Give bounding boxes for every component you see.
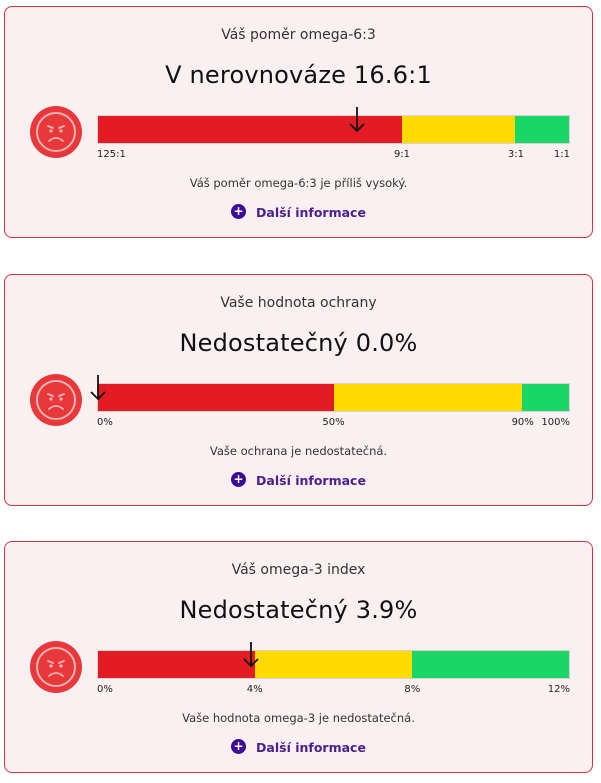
more-info-link[interactable]: + Další informace [5,472,592,488]
gauge-tick-label: 0% [97,684,113,695]
gauge-segment [333,384,522,411]
gauge-segment [98,651,255,678]
gauge-tick-label: 9:1 [393,149,411,160]
gauge-tick-label: 50% [322,417,345,428]
gauge-tick-label: 90% [511,417,534,428]
gauge-segment [98,116,402,143]
gauge-segment [521,384,569,411]
gauge-segment [515,116,569,143]
more-info-link[interactable]: + Další informace [5,739,592,755]
more-info-label: Další informace [256,473,366,488]
plus-circle-icon: + [231,472,247,487]
gauge-tick-label: 12% [547,684,570,695]
gauge-tick-label: 1:1 [553,149,570,160]
card-title: Váš omega-3 index [231,562,366,578]
gauge-segment [98,384,334,411]
more-info-label: Další informace [256,205,366,220]
gauge-segment [412,651,569,678]
card-title: Vaše hodnota ochrany [220,295,377,311]
plus-circle-icon: + [231,739,247,754]
gauge-tick-label: 0% [97,417,113,428]
gauge-tick-label: 100% [541,417,570,428]
card-result: Nedostatečný 3.9% [179,596,418,624]
sad-face-icon [30,374,82,426]
card-message: Váš poměr omega-6:3 je příliš vysoký. [189,176,408,190]
card-message: Vaše hodnota omega-3 je nedostatečná. [182,711,415,725]
sad-face-icon [30,641,82,693]
sad-face-icon [30,106,82,158]
gauge-bar [90,375,570,412]
protection-card: Vaše hodnota ochrany Nedostatečný 0.0% V… [4,274,593,506]
gauge-segment [254,651,412,678]
omega-ratio-card: Váš poměr omega-6:3 V nerovnováze 16.6:1… [4,6,593,238]
gauge-bar [97,642,570,679]
omega3-index-card: Váš omega-3 index Nedostatečný 3.9% Vaše… [4,541,593,773]
down-arrow-icon [347,106,367,134]
gauge-tick-label: 8% [404,684,421,695]
card-title: Váš poměr omega-6:3 [221,27,376,43]
down-arrow-icon [88,374,108,402]
down-arrow-icon [241,641,261,669]
gauge-segment [401,116,516,143]
gauge-tick-label: 3:1 [507,149,525,160]
more-info-link[interactable]: + Další informace [5,204,592,220]
card-result: Nedostatečný 0.0% [179,329,418,357]
card-result: V nerovnováze 16.6:1 [165,61,432,89]
more-info-label: Další informace [256,740,366,755]
gauge-tick-label: 4% [246,684,263,695]
card-message: Vaše ochrana je nedostatečná. [209,444,388,458]
gauge-bar [97,107,570,144]
plus-circle-icon: + [231,204,247,219]
gauge-tick-label: 125:1 [97,149,126,160]
